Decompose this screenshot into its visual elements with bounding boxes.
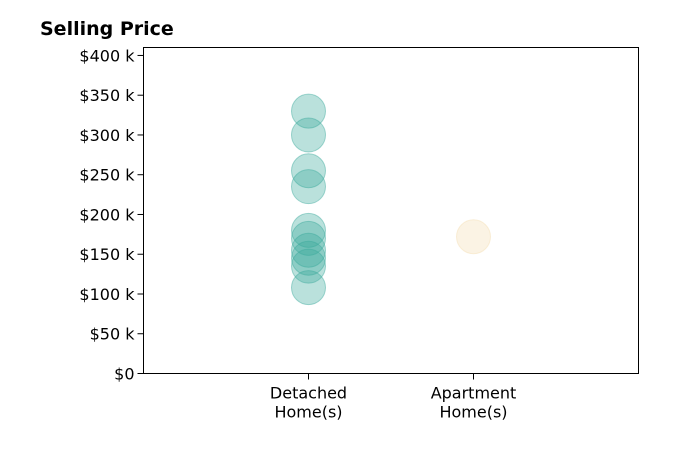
- data-point: [291, 232, 326, 268]
- plot-frame: [143, 47, 639, 374]
- y-tick-label: $100 k: [79, 285, 135, 304]
- x-tick-label-line: Apartment: [431, 384, 517, 403]
- data-points: [291, 93, 491, 306]
- y-axis: $0 $50 k $100 k $150 k $200 k $250 k $300 k $35…: [79, 46, 144, 384]
- y-tick-label: $250 k: [79, 166, 135, 185]
- data-point: [291, 169, 326, 205]
- x-tick-label-line: Home(s): [274, 403, 342, 422]
- data-point: [291, 153, 326, 189]
- data-point: [291, 248, 326, 284]
- data-point: [456, 219, 491, 255]
- y-tick-label: $350 k: [79, 86, 135, 105]
- x-tick-label-line: Home(s): [439, 403, 507, 422]
- data-point: [291, 270, 326, 306]
- data-point: [291, 117, 326, 153]
- data-point: [291, 240, 326, 276]
- chart-title: Selling Price: [40, 18, 174, 40]
- y-tick-label: $0: [114, 365, 134, 384]
- y-tick-label: $150 k: [79, 245, 135, 264]
- x-axis: Detached Home(s)Apartment Home(s): [270, 373, 517, 422]
- y-tick-label: $300 k: [79, 126, 135, 145]
- y-tick-label: $50 k: [90, 325, 136, 344]
- data-point: [291, 212, 326, 248]
- y-tick-label: $200 k: [79, 205, 135, 224]
- x-tick-label-line: Detached: [270, 384, 347, 403]
- data-point: [291, 220, 326, 256]
- x-tick-label: Detached Home(s): [270, 384, 347, 422]
- y-tick-label: $400 k: [79, 46, 135, 65]
- x-tick-label: Apartment Home(s): [431, 384, 517, 422]
- data-point: [291, 93, 326, 129]
